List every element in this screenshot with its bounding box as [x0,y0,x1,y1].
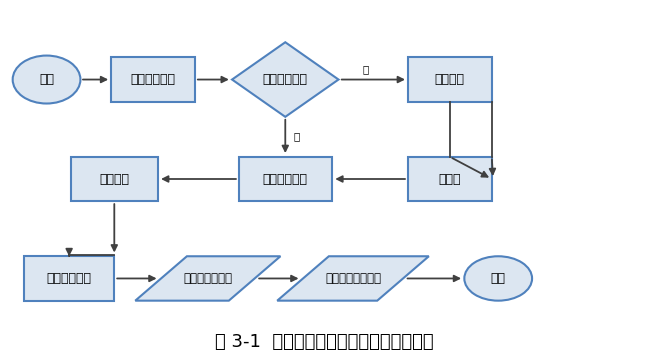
Text: 是: 是 [363,64,369,74]
FancyBboxPatch shape [238,157,332,201]
FancyBboxPatch shape [408,57,492,102]
Polygon shape [135,256,281,301]
Polygon shape [232,42,338,117]
Text: 是否发生倾斜: 是否发生倾斜 [263,73,308,86]
FancyBboxPatch shape [408,157,492,201]
Text: 字符归一化处理: 字符归一化处理 [183,272,233,285]
Text: 否: 否 [294,131,300,141]
Text: 字符细化: 字符细化 [99,173,130,185]
Polygon shape [277,256,429,301]
FancyBboxPatch shape [24,256,114,301]
Text: 图 3-1  车牌矫正及划分单个字符算法流程: 图 3-1 车牌矫正及划分单个字符算法流程 [214,333,434,352]
Ellipse shape [13,55,80,103]
Text: 车牌矫正: 车牌矫正 [435,73,465,86]
FancyBboxPatch shape [71,157,158,201]
Text: 结束: 结束 [491,272,505,285]
Text: 去边框、铆钉: 去边框、铆钉 [263,173,308,185]
FancyBboxPatch shape [111,57,195,102]
Text: 输入车牌图像: 输入车牌图像 [130,73,176,86]
Ellipse shape [465,256,532,301]
Text: 输出单个字符图像: 输出单个字符图像 [325,272,381,285]
Text: 划分车牌字符: 划分车牌字符 [47,272,91,285]
Text: 二值化: 二值化 [439,173,461,185]
Text: 开始: 开始 [39,73,54,86]
